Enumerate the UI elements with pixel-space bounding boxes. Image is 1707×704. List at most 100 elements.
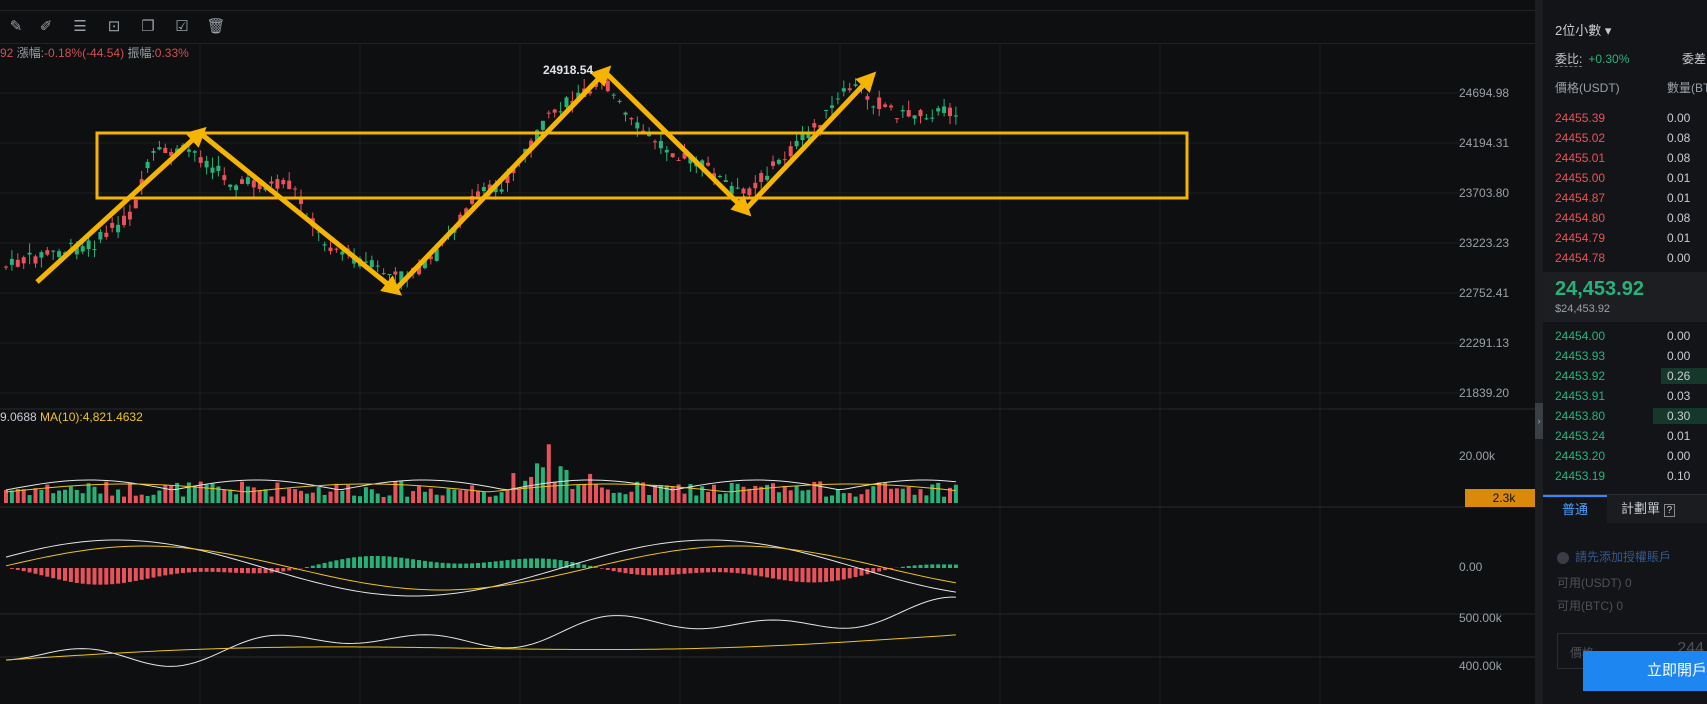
decimals-select[interactable]: 2位小數 ▾ (1555, 20, 1611, 39)
ohlc-partial-value: 92 (0, 46, 14, 60)
depth-bar (1653, 408, 1707, 424)
macd-bar (936, 564, 941, 568)
volume-bar (192, 486, 197, 503)
candle-body (86, 240, 91, 250)
macd-bar (605, 568, 610, 570)
volume-bar (588, 473, 593, 503)
bid-row[interactable]: 24454.00 0.00 (1543, 326, 1707, 346)
macd-bar (316, 564, 321, 568)
volume-bar (647, 495, 652, 503)
macd-bar (169, 568, 174, 575)
ask-row[interactable]: 24454.80 0.08 (1543, 208, 1707, 228)
chart-area[interactable]: ✎ ✐ ☰ ⊡ ❐ ☑ 🗑 92 漲幅:-0.18%(-44.54) 振幅:0.… (0, 0, 1543, 704)
macd-bar (110, 568, 115, 585)
ask-qty: 0.01 (1667, 171, 1691, 185)
radio-icon[interactable] (1557, 551, 1569, 564)
macd-bar (942, 564, 947, 568)
volume-bar (45, 484, 50, 503)
open-account-button[interactable]: 立即開戶 (1583, 651, 1707, 691)
volume-bar (428, 488, 433, 503)
volume-ma-line (5, 483, 956, 493)
copy-layers-icon[interactable]: ❐ (141, 18, 155, 35)
volume-bar (658, 484, 663, 503)
candle-body (629, 118, 634, 120)
candle-body (139, 179, 144, 187)
tab-normal[interactable]: 普通 (1543, 495, 1607, 525)
tab-plan[interactable]: 計劃單 ? (1621, 495, 1676, 523)
macd-bar (847, 568, 852, 579)
bid-row[interactable]: 24453.80 0.30 (1543, 406, 1707, 426)
macd-bar (747, 568, 752, 575)
ask-row[interactable]: 24455.01 0.08 (1543, 148, 1707, 168)
bid-row[interactable]: 24453.93 0.00 (1543, 346, 1707, 366)
volume-bar (812, 481, 817, 503)
candle-body (127, 211, 132, 220)
macd-bar (68, 568, 73, 582)
avail-usdt-label: 可用(USDT) (1557, 576, 1622, 590)
volume-bar (422, 491, 427, 503)
volume-bar (776, 492, 781, 503)
candle-body (830, 105, 834, 108)
ask-row[interactable]: 24455.39 0.00 (1543, 108, 1707, 128)
ask-price: 24454.87 (1555, 191, 1606, 205)
macd-bar (564, 561, 569, 568)
macd-bar (399, 557, 404, 568)
obv-ma-line (5, 634, 956, 661)
volume-bar (617, 492, 622, 503)
volume-bar (204, 484, 209, 503)
volume-ma-label: MA(10):4,821.4632 (40, 410, 143, 424)
candlestick-icon[interactable]: ☰ (73, 18, 87, 35)
candle-body (110, 222, 115, 228)
volume-bar (145, 495, 150, 503)
ask-price: 24454.78 (1555, 251, 1606, 265)
volume-bar (753, 485, 758, 503)
candle-body (535, 130, 539, 141)
macd-bar (576, 563, 581, 568)
candle-body (865, 96, 870, 100)
macd-bar (104, 568, 109, 585)
candle-body (470, 196, 475, 204)
volume-bar (688, 484, 693, 503)
pencil-icon[interactable]: ✐ (39, 18, 53, 35)
bid-row[interactable]: 24453.19 0.10 (1543, 466, 1707, 486)
bid-row[interactable]: 24453.24 0.01 (1543, 426, 1707, 446)
volume-bar (800, 490, 805, 503)
lock-icon[interactable]: ⊡ (107, 18, 121, 35)
edit-settings-icon[interactable]: ☑ (175, 18, 189, 35)
volume-bar (122, 496, 126, 503)
volume-bar (794, 485, 799, 503)
ask-row[interactable]: 24454.87 0.01 (1543, 188, 1707, 208)
ask-row[interactable]: 24454.79 0.01 (1543, 228, 1707, 248)
panel-divider[interactable] (1535, 0, 1543, 704)
candle-body (877, 97, 882, 109)
avail-usdt-value: 0 (1625, 576, 1632, 590)
volume-bar (186, 482, 191, 503)
ruler-icon[interactable]: ✎ (9, 18, 23, 35)
volume-bar (912, 494, 917, 503)
ask-row[interactable]: 24454.78 0.00 (1543, 248, 1707, 268)
chart-canvas[interactable] (0, 0, 1535, 704)
bid-row[interactable]: 24453.20 0.00 (1543, 446, 1707, 466)
volume-bar (635, 481, 640, 503)
ask-qty: 0.08 (1667, 131, 1691, 145)
bid-row[interactable]: 24453.92 0.26 (1543, 366, 1707, 386)
collapse-arrow-icon[interactable]: › (1535, 403, 1543, 439)
help-icon[interactable]: ? (1663, 504, 1676, 517)
macd-tick: 0.00 (1459, 560, 1483, 574)
volume-bar (717, 494, 722, 503)
volume-bar (110, 495, 115, 503)
macd-bar (422, 560, 427, 568)
candle-body (800, 133, 805, 141)
ask-row[interactable]: 24455.02 0.08 (1543, 128, 1707, 148)
candle-body (340, 251, 345, 255)
bid-row[interactable]: 24453.91 0.03 (1543, 386, 1707, 406)
add-account-link[interactable]: 請先添加授權賬戶 (1575, 550, 1672, 564)
macd-bar (617, 568, 622, 573)
volume-bar (346, 484, 351, 503)
macd-bar (86, 568, 91, 585)
trash-icon[interactable]: 🗑 (206, 18, 226, 35)
ask-row[interactable]: 24455.00 0.01 (1543, 168, 1707, 188)
volume-bar (605, 489, 610, 503)
candle-body (39, 252, 44, 258)
ratio-label: 委比: (1555, 52, 1583, 67)
